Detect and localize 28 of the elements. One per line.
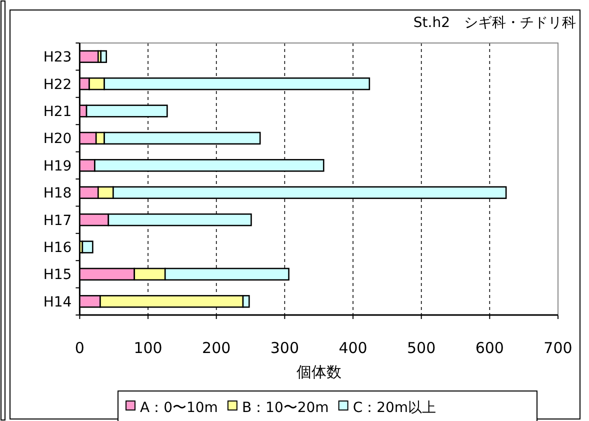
x-tick-label: 100	[134, 339, 162, 357]
y-tick-label: H17	[43, 212, 72, 229]
y-tick-label: H23	[43, 50, 72, 66]
y-tick-label: H20	[43, 131, 72, 148]
y-tick-label: H14	[43, 294, 72, 310]
x-tick-label: 200	[202, 339, 231, 357]
y-tick-label: H22	[43, 76, 72, 93]
x-tick-label: 600	[475, 339, 504, 357]
x-tick-label: 300	[270, 339, 300, 357]
bar	[88, 77, 105, 90]
x-tick-label: 700	[544, 339, 572, 357]
legend-label: B：10〜20m	[242, 400, 329, 416]
bar	[98, 186, 114, 199]
y-tick-label: H16	[43, 240, 72, 256]
bar	[242, 295, 250, 308]
legend-label: C：20m以上	[352, 400, 436, 416]
bar	[100, 50, 107, 63]
x-tick-label: 500	[407, 339, 436, 357]
y-tick-label: H21	[43, 104, 72, 120]
chart-title: St.h2 シギ科・チドリ科	[413, 15, 576, 31]
y-tick-label: H19	[43, 158, 72, 174]
y-tick-label: H15	[43, 267, 72, 284]
x-tick-label: 400	[338, 339, 368, 357]
x-tick-label: 0	[74, 339, 84, 357]
bar	[82, 240, 94, 254]
y-tick-label: H18	[43, 186, 72, 202]
legend-label: A：0〜10m	[140, 400, 218, 416]
x-axis-title: 個体数	[296, 363, 342, 381]
